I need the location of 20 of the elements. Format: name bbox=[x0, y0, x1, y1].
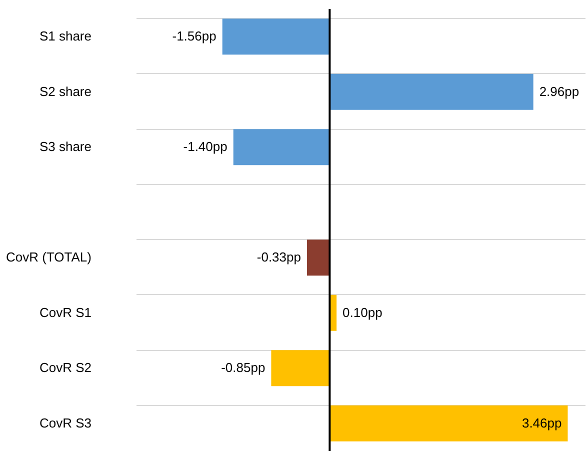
data-label: 0.10pp bbox=[342, 304, 382, 320]
y-tick-label: S2 share bbox=[39, 84, 92, 99]
bar bbox=[233, 129, 330, 166]
bar bbox=[330, 74, 534, 110]
y-tick-label: CovR S1 bbox=[39, 304, 92, 320]
data-label: -1.56pp bbox=[172, 28, 216, 44]
data-label: 2.96pp bbox=[539, 84, 580, 99]
y-tick-label: S1 share bbox=[39, 28, 92, 44]
bar bbox=[306, 240, 330, 276]
bar bbox=[271, 350, 330, 386]
y-tick-label: CovR S3 bbox=[39, 415, 92, 430]
data-label: -0.33pp bbox=[256, 250, 301, 265]
y-tick-label: S3 share bbox=[39, 139, 92, 154]
y-tick-label: CovR (TOTAL) bbox=[6, 250, 92, 265]
data-label: -0.85pp bbox=[221, 360, 266, 376]
data-label: -1.40pp bbox=[183, 139, 228, 154]
y-tick-label: CovR S2 bbox=[39, 360, 92, 376]
data-label: 3.46pp bbox=[522, 415, 562, 430]
bar bbox=[330, 405, 568, 442]
bar bbox=[222, 18, 330, 55]
